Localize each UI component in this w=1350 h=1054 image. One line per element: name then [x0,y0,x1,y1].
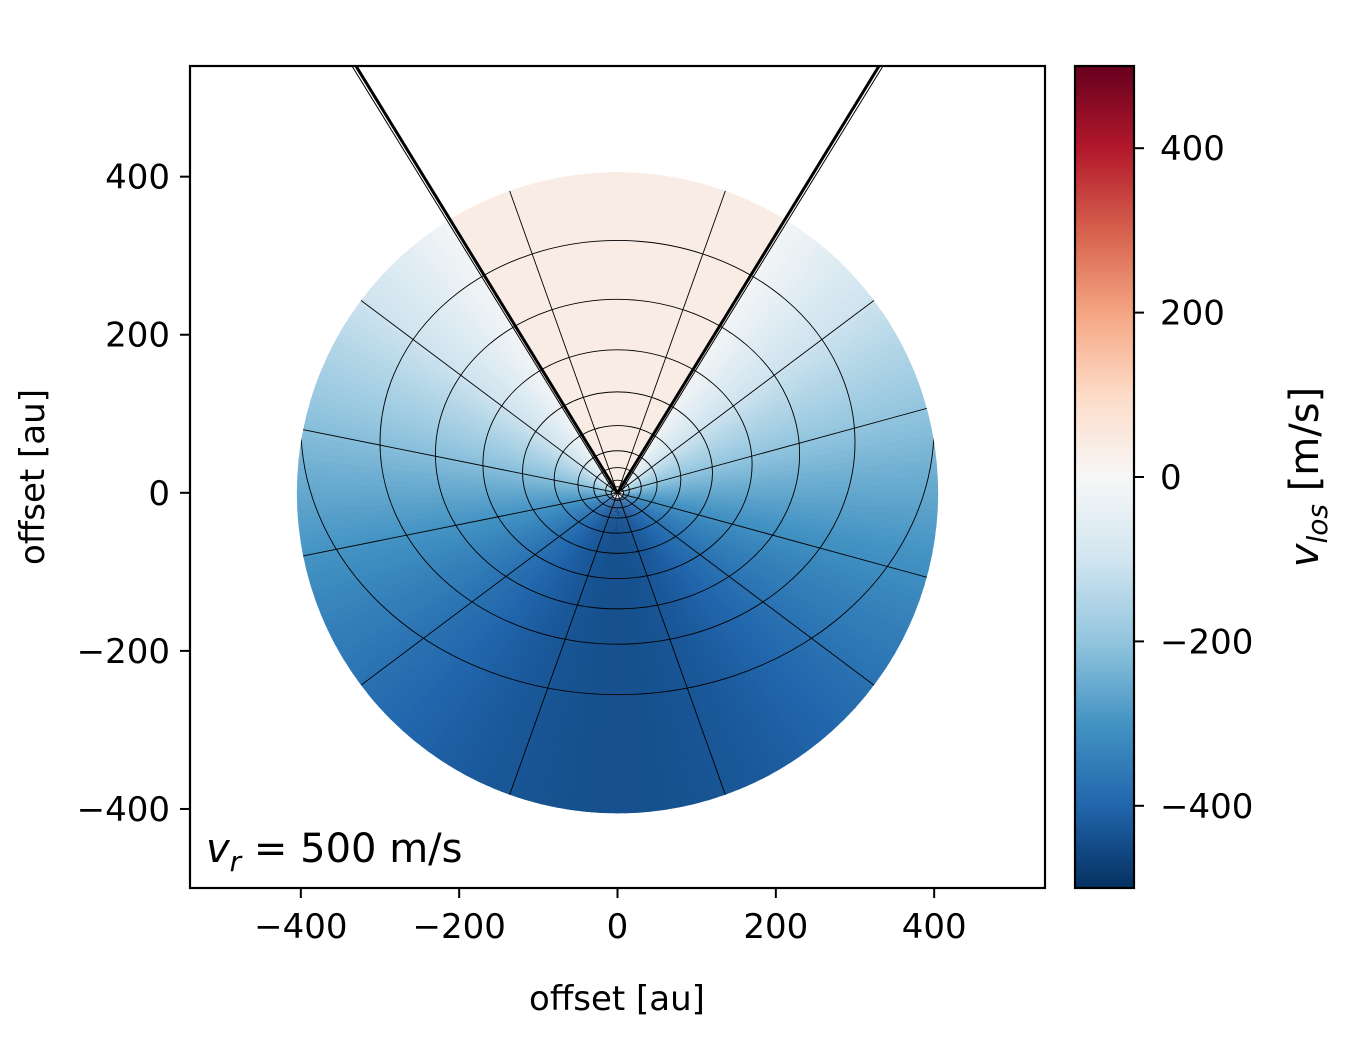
grid-spoke [296,492,618,593]
cone-edges [351,66,884,494]
grid-spoke [617,360,939,494]
cone-edge-inner [621,66,884,492]
annotation-symbol: v [206,826,231,872]
colorbar-tick-label: −400 [1160,787,1253,827]
annotation-text: = 500 m/s [241,826,462,872]
y-tick-label: −200 [77,632,170,672]
x-tick-label: −200 [412,907,505,947]
cone-edge-left [354,66,619,494]
grid-ring [553,425,682,534]
x-tick-label: 200 [743,907,808,947]
colorbar-label-symbol: v [1282,542,1328,567]
grid-ring [434,298,801,610]
y-axis-label: offset [au] [13,389,53,565]
y-axis-ticks: −400 −200 0 200 400 [77,158,190,830]
y-tick-label: 200 [105,316,170,356]
cone-edge-inner [351,66,614,492]
colorbar-tick-label: −200 [1160,622,1253,662]
colorbar-label-unit: [m/s] [1282,387,1328,504]
colorbar-ticks: −400 −200 0 200 400 [1134,129,1253,827]
y-tick-label: 0 [148,474,170,514]
grid-ring [379,240,856,645]
grid-ring [522,391,713,554]
colorbar-tick-label: 0 [1160,458,1182,498]
grid-ring [482,349,753,580]
x-tick-label: 0 [607,907,629,947]
grid-spoke [296,392,618,494]
colorbar-label-subscript: los [1301,504,1334,544]
annotation-subscript: r [230,845,243,878]
x-tick-label: 400 [902,907,967,947]
x-tick-label: −400 [254,907,347,947]
colorbar-tick-label: 200 [1160,294,1225,334]
grid-spoke [617,492,939,625]
x-axis-ticks: −400 −200 0 200 400 [254,888,967,947]
y-tick-label: −400 [77,790,170,830]
colorbar-tick-label: 400 [1160,129,1225,169]
colorbar [1073,64,1136,890]
velocity-annotation: vr = 500 m/s [206,826,462,878]
cone-edge-right [616,66,881,494]
x-axis-label: offset [au] [529,979,705,1019]
colorbar-label: vlos [m/s] [1282,387,1334,567]
y-tick-label: 400 [105,158,170,198]
